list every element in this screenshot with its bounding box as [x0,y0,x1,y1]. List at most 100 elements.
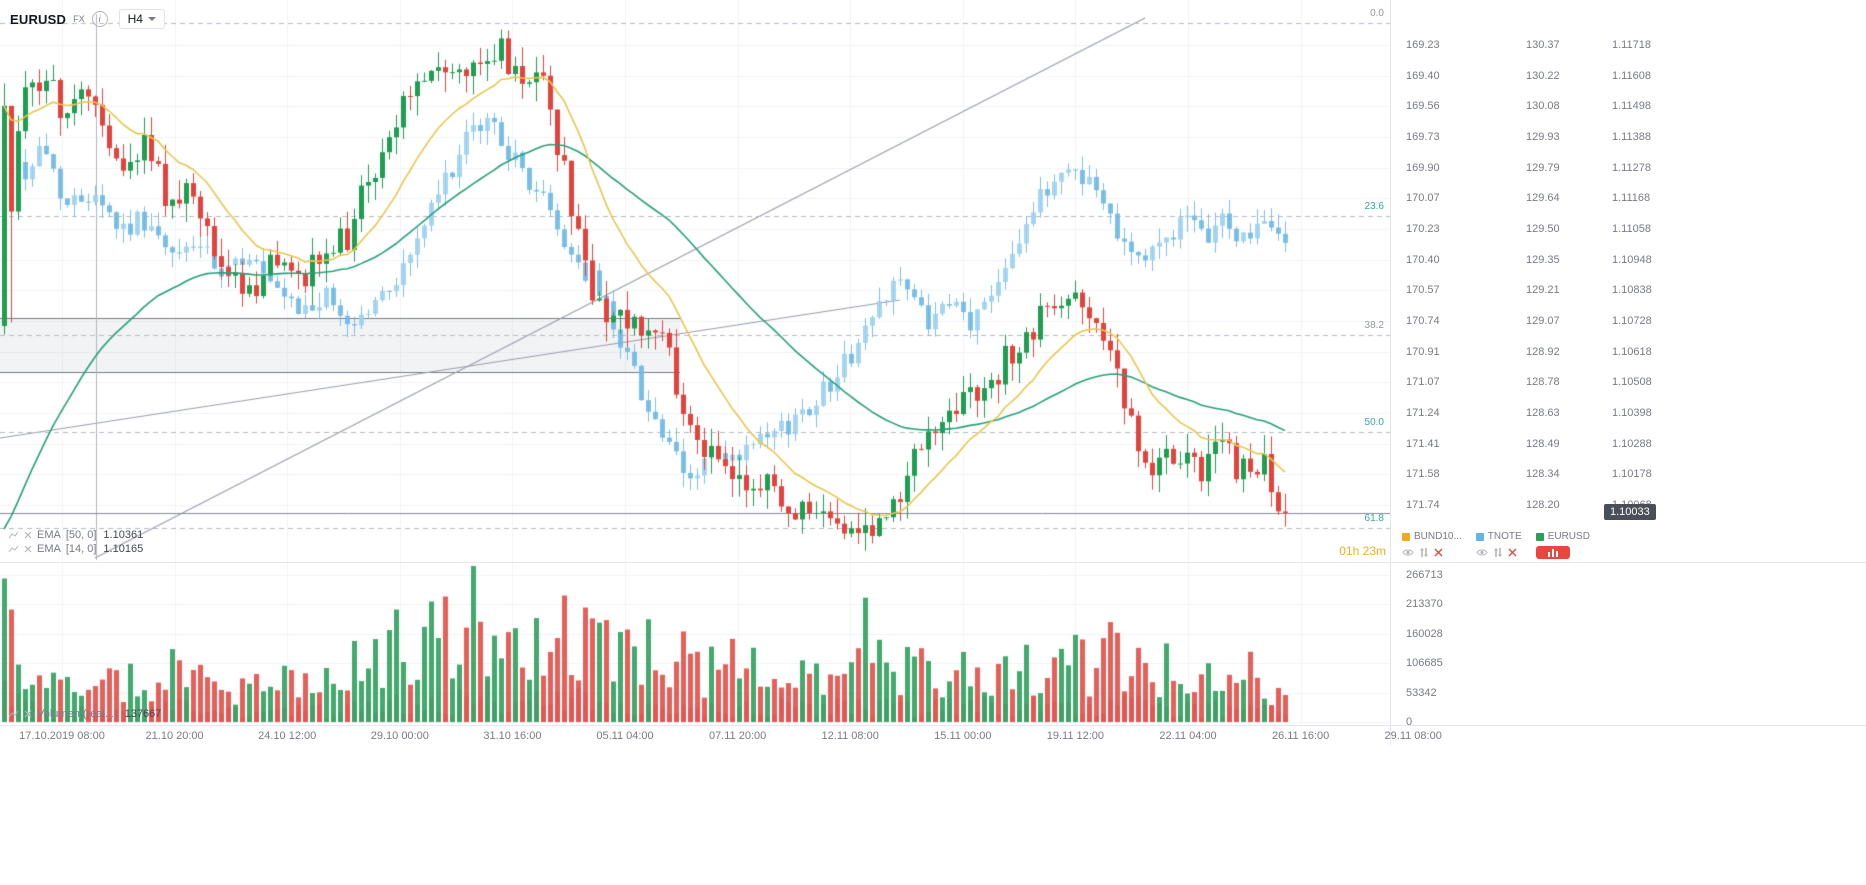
close-icon[interactable] [24,531,32,539]
price-scale-label-eurusd: 1.10948 [1612,253,1652,266]
price-scale-label-eurusd: 1.10838 [1612,284,1652,297]
price-scale-label-tnote: 129.93 [1526,131,1560,143]
fib-level-label: 61.8 [1364,513,1384,524]
price-scale-label-eurusd: 1.10398 [1612,407,1652,419]
price-scale-label-bund: 169.56 [1406,100,1440,113]
indicator-value: 1.10165 [103,543,144,555]
time-axis-label: 12.11 08:00 [821,730,879,742]
price-scale-label-bund: 171.41 [1406,437,1440,450]
volume-profile-badge[interactable] [1535,546,1570,559]
price-scale-label-tnote: 128.49 [1526,437,1560,450]
price-scale-label-tnote: 129.64 [1526,192,1560,205]
price-scale-label-tnote: 129.07 [1526,315,1560,327]
price-scale-label-tnote: 128.20 [1526,499,1560,511]
price-scale-label-eurusd: 1.10508 [1612,376,1652,389]
indicator-value: 137667 [124,708,162,720]
time-axis-label: 19.11 12:00 [1046,730,1105,742]
fib-level-label: 23.6 [1364,201,1384,212]
fib-level-label: 0.0 [1370,8,1384,19]
time-axis-label: 15.11 00:00 [934,730,992,742]
indicator-legend-ema14: EMA [14, 0] 1.10165 [8,543,143,555]
eye-icon[interactable] [1402,548,1414,557]
indicator-params: [50, 0] [65,529,97,541]
price-scale-label-eurusd: 1.11388 [1612,131,1651,143]
price-scale-label-bund: 169.90 [1406,161,1440,174]
time-axis-separator [0,725,1866,726]
time-axis-label: 24.10 12:00 [258,730,317,742]
series-color-swatch [1402,532,1410,541]
time-axis-label: 17.10.2019 08:00 [19,730,105,742]
time-axis-label: 22.11 04:00 [1159,730,1217,742]
price-scale-label-eurusd: 1.11278 [1612,161,1651,174]
price-scale-label-bund: 170.57 [1406,284,1440,297]
info-icon[interactable]: i [91,11,108,27]
volume-scale-label: 0 [1406,716,1413,728]
price-scale-label-eurusd: 1.10288 [1612,437,1652,450]
price-scale-label-tnote: 128.78 [1526,376,1560,389]
fib-level-label: 38.2 [1364,320,1384,331]
bar-countdown: 01h 23m [1339,544,1386,558]
current-price-badge: 1.10033 [1604,504,1656,520]
price-scale-label-tnote: 128.63 [1526,407,1560,419]
close-icon[interactable] [24,710,32,718]
price-scale-label-bund: 170.23 [1406,223,1440,235]
scale-arrows-icon[interactable] [1419,547,1429,558]
price-scale-label-tnote: 128.92 [1526,345,1560,358]
price-scale-label-bund: 171.58 [1406,468,1440,481]
price-scale-label-eurusd: 1.11498 [1612,100,1651,113]
price-scale-label-tnote: 130.08 [1526,100,1560,113]
price-scale-label-bund: 170.40 [1406,253,1440,266]
indicator-value: 1.10361 [103,529,144,541]
price-scale-label-tnote: 129.79 [1526,161,1560,174]
volume-scale-label: 266713 [1406,569,1443,581]
price-scale-label-tnote: 128.34 [1526,468,1560,481]
price-axis-separator[interactable] [1390,0,1391,745]
price-scale-label-tnote: 129.35 [1526,253,1560,266]
close-icon[interactable] [24,545,32,553]
series-chip-label: TNOTE [1487,531,1522,542]
symbol-title: EURUSD [10,11,67,27]
volume-scale-label: 213370 [1406,598,1443,611]
price-scale-label-bund: 171.07 [1406,376,1440,389]
close-icon[interactable] [1508,548,1517,557]
time-axis-label: 31.10 16:00 [483,730,542,742]
price-scale-label-eurusd: 1.11608 [1612,69,1651,82]
time-axis-label: 21.10 20:00 [145,730,204,742]
volume-scale-label: 53342 [1406,686,1437,699]
price-scale-label-bund: 169.40 [1406,69,1440,82]
time-axis-label: 29.11 08:00 [1384,730,1442,742]
price-scale-label-eurusd: 1.11058 [1612,223,1651,235]
price-scale-label-bund: 169.73 [1406,131,1440,143]
fib-level-label: 50.0 [1364,417,1384,428]
indicator-name: EMA [37,529,61,541]
price-scale-label-eurusd: 1.10178 [1612,468,1652,481]
chart-canvas[interactable] [0,0,1390,726]
price-scale-label-tnote: 130.37 [1526,39,1560,51]
pane-separator[interactable] [0,562,1866,563]
scale-arrows-icon[interactable] [1493,547,1503,558]
indicator-legend-volume: Volumen (real...) 137667 [8,708,161,720]
series-chip-bund10[interactable]: BUND10... [1402,531,1462,559]
price-scale-label-eurusd: 1.11718 [1612,39,1651,51]
price-scale-label-eurusd: 1.10618 [1612,345,1652,358]
price-scale-label-bund: 170.91 [1406,345,1440,358]
price-scale-label-bund: 170.74 [1406,315,1440,327]
symbol-header: EURUSD FX i H4 [10,9,165,29]
time-axis-label: 07.11 20:00 [708,730,767,742]
series-color-swatch [1535,532,1544,541]
series-chip-eurusd[interactable]: EURUSD [1535,531,1590,559]
time-axis-label: 26.11 16:00 [1271,730,1330,742]
price-scale-label-tnote: 129.21 [1526,284,1560,297]
eye-icon[interactable] [1476,548,1488,557]
series-chip-tnote[interactable]: TNOTE [1475,531,1522,559]
price-scale-label-eurusd: 1.11168 [1612,192,1651,205]
indicator-legend-ema50: EMA [50, 0] 1.10361 [8,529,143,541]
price-scale-label-tnote: 129.50 [1526,223,1560,235]
timeframe-button[interactable]: H4 [118,9,165,29]
chart-line-icon [8,545,19,554]
close-icon[interactable] [1434,548,1443,557]
chevron-down-icon [147,17,156,21]
volume-scale-label: 160028 [1406,627,1443,640]
volume-scale-label: 106685 [1406,657,1443,670]
